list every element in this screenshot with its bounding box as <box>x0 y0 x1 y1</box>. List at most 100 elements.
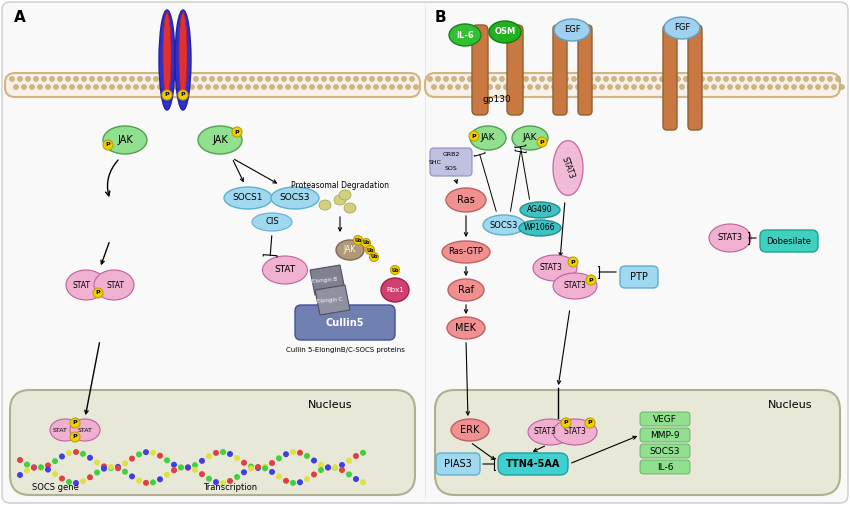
Text: SHC: SHC <box>428 160 441 165</box>
Ellipse shape <box>463 84 468 89</box>
Ellipse shape <box>386 76 390 81</box>
Ellipse shape <box>49 76 54 81</box>
Ellipse shape <box>197 84 202 89</box>
Text: P: P <box>472 133 476 138</box>
Ellipse shape <box>321 76 326 81</box>
Ellipse shape <box>624 84 628 89</box>
FancyBboxPatch shape <box>640 428 690 442</box>
Ellipse shape <box>325 465 331 470</box>
Ellipse shape <box>651 76 656 81</box>
Ellipse shape <box>339 190 351 200</box>
Ellipse shape <box>52 471 58 477</box>
FancyBboxPatch shape <box>436 453 480 475</box>
Ellipse shape <box>77 84 82 89</box>
Ellipse shape <box>381 278 409 302</box>
Ellipse shape <box>129 456 135 462</box>
Text: P: P <box>540 139 544 144</box>
Ellipse shape <box>332 465 338 471</box>
Text: Ub: Ub <box>366 247 374 252</box>
Ellipse shape <box>115 465 121 471</box>
Ellipse shape <box>262 84 267 89</box>
Ellipse shape <box>163 13 171 97</box>
Text: Ub: Ub <box>371 255 377 260</box>
Ellipse shape <box>143 480 149 486</box>
FancyBboxPatch shape <box>640 460 690 474</box>
Ellipse shape <box>432 84 437 89</box>
Ellipse shape <box>199 458 205 464</box>
Ellipse shape <box>101 466 107 472</box>
Ellipse shape <box>318 467 324 473</box>
Ellipse shape <box>483 215 525 235</box>
Ellipse shape <box>836 76 841 81</box>
Ellipse shape <box>297 450 303 456</box>
Text: JAK: JAK <box>481 133 496 142</box>
Ellipse shape <box>45 467 51 473</box>
Ellipse shape <box>21 84 26 89</box>
Ellipse shape <box>101 84 106 89</box>
Ellipse shape <box>688 84 693 89</box>
Ellipse shape <box>192 462 198 468</box>
Ellipse shape <box>779 76 785 81</box>
Ellipse shape <box>536 84 541 89</box>
Ellipse shape <box>277 84 282 89</box>
Text: STAT: STAT <box>53 428 67 432</box>
Ellipse shape <box>143 449 149 455</box>
Ellipse shape <box>390 266 400 275</box>
Ellipse shape <box>70 84 75 89</box>
Ellipse shape <box>428 76 433 81</box>
Text: EGF: EGF <box>564 25 581 34</box>
Ellipse shape <box>159 10 175 110</box>
Ellipse shape <box>271 187 319 209</box>
Ellipse shape <box>543 84 548 89</box>
Ellipse shape <box>80 478 86 484</box>
Text: STAT: STAT <box>275 266 296 275</box>
Ellipse shape <box>401 76 406 81</box>
Ellipse shape <box>784 84 789 89</box>
Text: OSM: OSM <box>495 27 516 36</box>
Ellipse shape <box>520 202 560 218</box>
Ellipse shape <box>276 474 282 480</box>
Ellipse shape <box>840 84 845 89</box>
Ellipse shape <box>108 465 114 471</box>
Ellipse shape <box>389 84 394 89</box>
Ellipse shape <box>339 467 345 473</box>
Text: FGF: FGF <box>674 24 690 32</box>
Ellipse shape <box>500 76 505 81</box>
Ellipse shape <box>719 84 724 89</box>
Ellipse shape <box>281 76 286 81</box>
Text: STAT3: STAT3 <box>540 264 563 273</box>
Ellipse shape <box>179 13 187 97</box>
Text: B: B <box>434 11 445 25</box>
Ellipse shape <box>82 76 87 81</box>
Ellipse shape <box>46 84 50 89</box>
Text: Raf: Raf <box>458 285 474 295</box>
Ellipse shape <box>812 76 817 81</box>
Ellipse shape <box>648 84 653 89</box>
Ellipse shape <box>447 317 485 339</box>
Ellipse shape <box>361 238 371 247</box>
Ellipse shape <box>318 462 324 468</box>
Text: TTN4-5AA: TTN4-5AA <box>506 459 560 469</box>
Ellipse shape <box>302 84 307 89</box>
FancyBboxPatch shape <box>498 453 568 475</box>
Ellipse shape <box>136 478 142 484</box>
Ellipse shape <box>225 76 230 81</box>
Ellipse shape <box>537 137 547 147</box>
Ellipse shape <box>451 419 489 441</box>
Ellipse shape <box>122 460 128 466</box>
Ellipse shape <box>768 84 773 89</box>
Ellipse shape <box>265 76 270 81</box>
Ellipse shape <box>405 84 411 89</box>
Ellipse shape <box>126 84 131 89</box>
Ellipse shape <box>269 460 275 466</box>
Text: MMP-9: MMP-9 <box>650 431 680 440</box>
Ellipse shape <box>751 84 756 89</box>
Ellipse shape <box>796 76 801 81</box>
Ellipse shape <box>484 76 489 81</box>
Ellipse shape <box>255 465 261 471</box>
Text: Nucleus: Nucleus <box>768 400 813 410</box>
Text: SOCS1: SOCS1 <box>233 193 264 203</box>
Ellipse shape <box>213 479 219 485</box>
Ellipse shape <box>479 84 484 89</box>
Ellipse shape <box>319 200 331 210</box>
